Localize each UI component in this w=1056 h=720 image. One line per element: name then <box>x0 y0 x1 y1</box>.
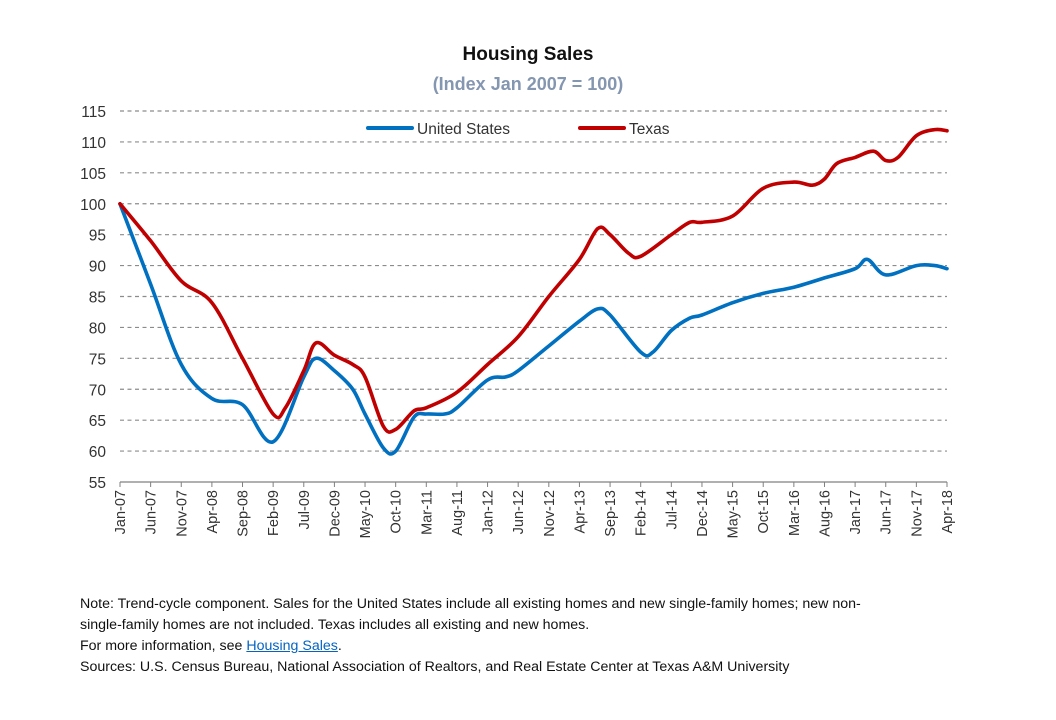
chart-notes: Note: Trend-cycle component. Sales for t… <box>80 594 1010 678</box>
series-line-united-states <box>118 202 949 456</box>
chart-title: Housing Sales <box>462 44 594 65</box>
x-tick-label: Aug-11 <box>450 490 466 536</box>
gridlines <box>120 110 947 452</box>
x-tick-label: Apr-08 <box>205 490 221 534</box>
x-tick-label: Aug-16 <box>817 490 833 537</box>
x-tick-label: Feb-14 <box>634 490 650 536</box>
chart-subtitle: (Index Jan 2007 = 100) <box>432 74 624 94</box>
y-tick-label: 115 <box>81 104 106 121</box>
more-info-line: For more information, see Housing Sales. <box>80 636 1010 657</box>
x-tick-label: May-10 <box>358 490 374 538</box>
x-tick-label: Apr-18 <box>940 490 956 534</box>
x-tick-label: Dec-09 <box>327 490 343 537</box>
x-tick-label: Nov-07 <box>174 490 190 537</box>
x-tick-label: Jun-12 <box>511 490 527 534</box>
y-tick-label: 85 <box>89 290 106 307</box>
x-tick-label: Jun-07 <box>144 490 160 534</box>
more-info-suffix: . <box>337 638 342 654</box>
x-tick-label: Feb-09 <box>266 490 282 536</box>
x-tick-label: May-15 <box>726 490 742 538</box>
x-tick-label: Jun-17 <box>879 490 895 534</box>
y-tick-label: 95 <box>89 228 106 245</box>
x-tick-label: Jan-12 <box>481 490 497 534</box>
y-tick-label: 75 <box>89 351 106 368</box>
x-tick-label: Jul-09 <box>297 490 313 530</box>
x-tick-label: Mar-16 <box>787 490 803 536</box>
note-line: single-family homes are not included. Te… <box>80 617 590 633</box>
x-axis-tick-labels: Jan-07 Jun-07 Nov-07 Apr-08 Sep-08 Feb-09 Jul-… <box>113 482 956 538</box>
x-tick-label: Jan-17 <box>848 490 864 534</box>
legend-label-texas: Texas <box>629 121 670 138</box>
series-line-texas <box>118 127 949 434</box>
x-tick-label: Oct-15 <box>756 490 772 534</box>
note-line: Note: Trend-cycle component. Sales for t… <box>80 596 861 612</box>
x-tick-label: Jan-07 <box>113 490 129 534</box>
series-lines <box>118 127 949 456</box>
x-tick-label: Nov-12 <box>542 490 558 537</box>
x-tick-label: Jul-14 <box>664 490 680 530</box>
y-axis-tick-labels: 55 60 65 70 75 80 85 90 95 100 105 110 115 <box>80 104 106 492</box>
x-tick-label: Dec-14 <box>695 490 711 537</box>
more-info-prefix: For more information, see <box>80 638 247 654</box>
y-tick-label: 100 <box>80 197 106 214</box>
y-tick-label: 70 <box>89 382 107 399</box>
y-tick-label: 80 <box>89 320 107 337</box>
x-tick-label: Apr-13 <box>572 490 588 534</box>
line-chart: 55 60 65 70 75 80 85 90 95 100 105 110 115 Jan-07 Jun… <box>80 104 956 538</box>
legend-label-united-states: United States <box>417 121 510 138</box>
y-tick-label: 55 <box>89 475 106 492</box>
sources-line: Sources: U.S. Census Bureau, National As… <box>80 659 790 675</box>
x-tick-label: Sep-08 <box>236 490 252 537</box>
housing-sales-link[interactable]: Housing Sales <box>246 638 338 654</box>
legend: United States Texas <box>366 121 670 138</box>
x-tick-label: Oct-10 <box>389 490 405 534</box>
x-tick-label: Mar-11 <box>419 490 435 535</box>
y-tick-label: 65 <box>89 413 106 430</box>
x-tick-label: Nov-17 <box>909 490 925 537</box>
y-tick-label: 60 <box>89 444 107 461</box>
y-tick-label: 110 <box>81 135 106 152</box>
x-tick-label: Sep-13 <box>603 490 619 537</box>
y-tick-label: 90 <box>89 259 107 276</box>
y-tick-label: 105 <box>80 166 106 183</box>
